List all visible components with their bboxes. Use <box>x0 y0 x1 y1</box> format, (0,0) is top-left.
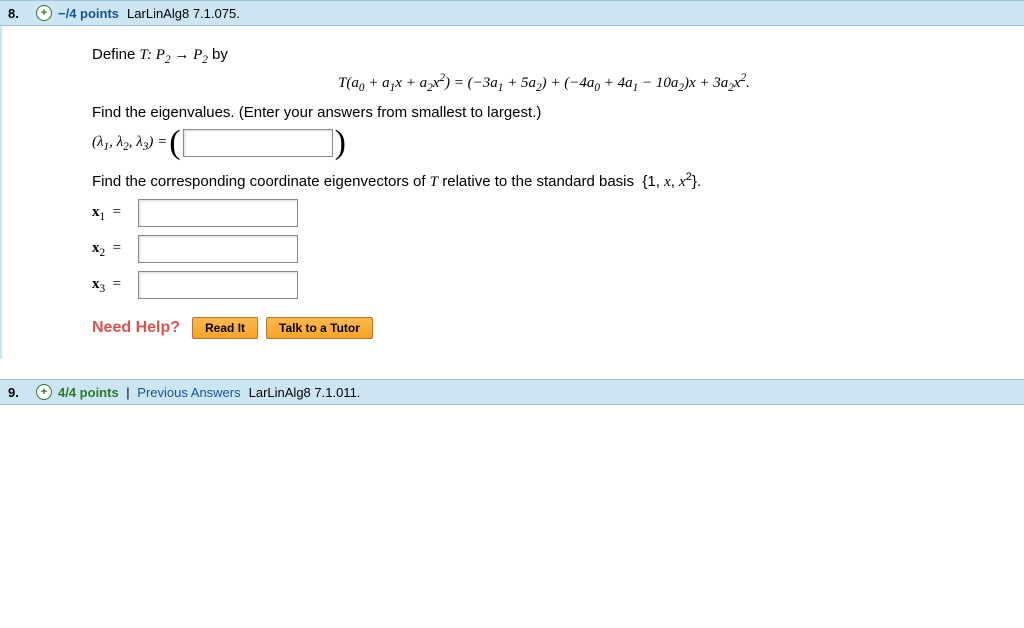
vector-row-2: x2 = <box>92 235 996 263</box>
vector-input-2[interactable] <box>138 235 298 263</box>
question-number: 8. <box>8 6 26 21</box>
talk-to-tutor-button[interactable]: Talk to a Tutor <box>266 317 373 339</box>
previous-answers-link[interactable]: Previous Answers <box>137 385 240 400</box>
define-prefix: Define <box>92 46 140 63</box>
need-help-label: Need Help? <box>92 319 180 337</box>
question-8: 8. + −/4 points LarLinAlg8 7.1.075. Defi… <box>0 0 1024 359</box>
question-source: LarLinAlg8 7.1.075. <box>127 6 240 21</box>
find-eigen-text: Find the eigenvalues. (Enter your answer… <box>92 104 996 121</box>
fv-T: T <box>430 174 438 190</box>
fv-prefix: Find the corresponding coordinate eigenv… <box>92 173 430 190</box>
fv-mid: relative to the standard basis {1, x, x2… <box>438 173 701 190</box>
right-paren: ) <box>333 129 348 156</box>
define-line: Define T: P2 → P2 by <box>92 46 996 66</box>
left-paren: ( <box>167 129 182 156</box>
need-help-row: Need Help? Read It Talk to a Tutor <box>92 317 996 339</box>
separator: | <box>123 385 134 400</box>
vec-label-1: x1 = <box>92 204 138 223</box>
question-header: 8. + −/4 points LarLinAlg8 7.1.075. <box>0 0 1024 26</box>
question-header: 9. + 4/4 points | Previous Answers LarLi… <box>0 379 1024 405</box>
vec-label-3: x3 = <box>92 276 138 295</box>
read-it-button[interactable]: Read It <box>192 317 258 339</box>
points-label: −/4 points <box>58 6 119 21</box>
expand-icon[interactable]: + <box>36 5 52 21</box>
define-suffix: by <box>208 46 228 63</box>
vector-row-3: x3 = <box>92 271 996 299</box>
question-9: 9. + 4/4 points | Previous Answers LarLi… <box>0 379 1024 405</box>
vector-row-1: x1 = <box>92 199 996 227</box>
question-body: Define T: P2 → P2 by T(a0 + a1x + a2x2) … <box>0 26 1024 359</box>
question-source: LarLinAlg8 7.1.011. <box>249 385 361 400</box>
eigenvalue-row: (λ1, λ2, λ3) = ( ) <box>92 129 996 157</box>
vector-input-1[interactable] <box>138 199 298 227</box>
vec-label-2: x2 = <box>92 240 138 259</box>
eigenvalue-input[interactable] <box>183 129 333 157</box>
vector-input-3[interactable] <box>138 271 298 299</box>
find-vectors-text: Find the corresponding coordinate eigenv… <box>92 171 996 191</box>
expand-icon[interactable]: + <box>36 384 52 400</box>
eigen-label: (λ1, λ2, λ3) = <box>92 134 167 153</box>
define-math: T: P2 → P2 <box>140 47 208 63</box>
formula: T(a0 + a1x + a2x2) = (−3a1 + 5a2) + (−4a… <box>92 72 996 94</box>
question-number: 9. <box>8 385 26 400</box>
points-label: 4/4 points <box>58 385 119 400</box>
